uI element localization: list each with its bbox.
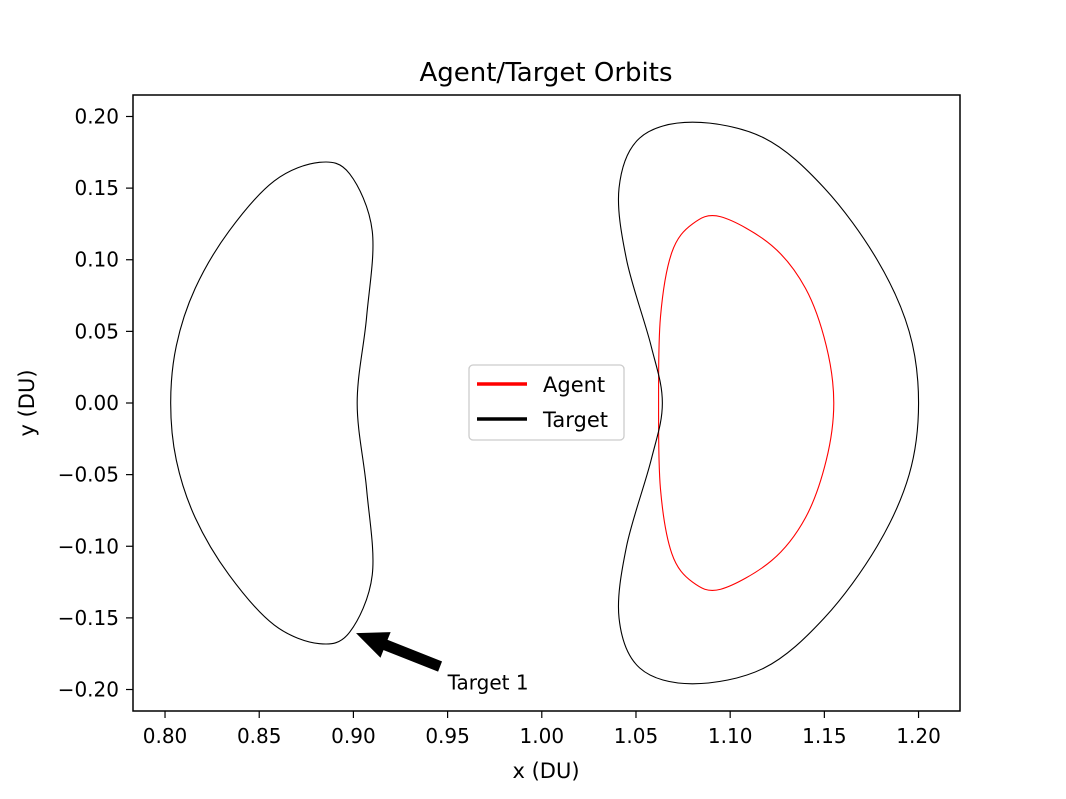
annotation-layer: Target 1 xyxy=(356,632,529,694)
legend: Agent Target xyxy=(468,364,625,441)
x-tick-label: 1.20 xyxy=(896,724,941,748)
x-tick-label: 0.95 xyxy=(425,724,470,748)
x-tick-label: 0.80 xyxy=(143,724,188,748)
x-axis-ticks: 0.80 0.85 0.90 0.95 1.00 1.05 1.10 1.15 1.20 xyxy=(143,711,941,748)
y-tick-label: −0.05 xyxy=(58,463,119,487)
y-axis-label: y (DU) xyxy=(15,369,39,436)
y-tick-label: 0.20 xyxy=(74,104,119,128)
y-tick-label: −0.15 xyxy=(58,606,119,630)
x-tick-label: 0.85 xyxy=(237,724,282,748)
y-tick-label: −0.20 xyxy=(58,678,119,702)
y-tick-label: 0.00 xyxy=(74,391,119,415)
legend-agent-label: Agent xyxy=(543,373,605,397)
x-tick-label: 1.10 xyxy=(708,724,753,748)
orbit-series-target-2 xyxy=(617,121,920,685)
y-tick-label: 0.15 xyxy=(74,176,119,200)
annotation-label: Target 1 xyxy=(447,670,529,694)
x-tick-label: 0.90 xyxy=(331,724,376,748)
y-tick-label: 0.10 xyxy=(74,248,119,272)
legend-target-label: Target xyxy=(542,408,608,432)
x-tick-label: 1.05 xyxy=(614,724,659,748)
x-tick-label: 1.00 xyxy=(520,724,565,748)
x-tick-label: 1.15 xyxy=(802,724,847,748)
y-tick-label: 0.05 xyxy=(74,319,119,343)
annotation-arrow xyxy=(356,632,443,672)
orbit-series-agent-0 xyxy=(658,214,835,592)
y-axis-ticks: 0.20 0.15 0.10 0.05 0.00 −0.05 −0.10 −0.15 −0.20 xyxy=(58,104,133,702)
orbit-series-target-1 xyxy=(170,161,374,645)
chart-title: Agent/Target Orbits xyxy=(419,58,672,88)
series-layer xyxy=(170,121,920,685)
y-tick-label: −0.10 xyxy=(58,534,119,558)
x-axis-label: x (DU) xyxy=(512,759,579,783)
